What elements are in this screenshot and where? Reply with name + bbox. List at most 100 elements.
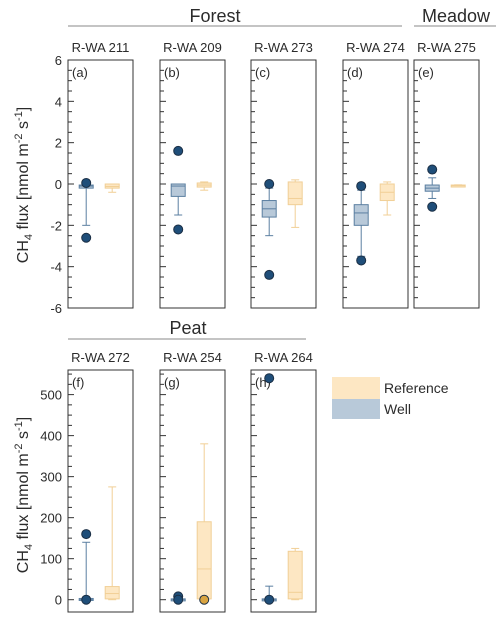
well-outlier-point xyxy=(173,145,184,156)
legend-well-label: Well xyxy=(384,401,411,417)
y-tick-label: 4 xyxy=(55,94,62,109)
panel-g: R-WA 254 (g) xyxy=(159,350,226,613)
panel-tag: (b) xyxy=(164,65,180,80)
y-axis-title-top-sup2: -1 xyxy=(13,111,25,121)
y-tick-label: 0 xyxy=(55,593,62,608)
y-tick-label: 200 xyxy=(40,511,62,526)
panel-site-label: R-WA 275 xyxy=(417,40,476,55)
panel-site-label: R-WA 209 xyxy=(163,40,222,55)
well-outlier-point xyxy=(81,232,92,243)
y-tick-label: 400 xyxy=(40,429,62,444)
legend-reference-label: Reference xyxy=(384,380,449,396)
ref-box-e xyxy=(450,184,466,188)
well-outlier-point xyxy=(356,181,367,192)
ref-box-f xyxy=(104,486,120,601)
panel-site-label: R-WA 211 xyxy=(72,40,130,55)
panel-site-label: R-WA 273 xyxy=(254,40,313,55)
well-outlier-point xyxy=(264,594,275,605)
y-axis-title-bottom-sup2: -1 xyxy=(13,421,25,431)
well-outlier-point xyxy=(264,373,275,384)
well-outlier-point xyxy=(427,201,438,212)
ref-box-g xyxy=(196,443,212,605)
well-outlier-point xyxy=(173,594,184,605)
y-axis-title-bottom-sub: 4 xyxy=(23,544,35,550)
well-box-b xyxy=(170,145,186,235)
panel-site-label: R-WA 254 xyxy=(163,350,222,365)
well-box-h xyxy=(261,373,277,605)
well-outlier-point xyxy=(81,529,92,540)
y-axis-title-bottom-prefix: CH xyxy=(15,550,32,573)
well-box-d xyxy=(353,181,369,266)
ref-box-c xyxy=(287,179,303,228)
well-box-a xyxy=(78,177,94,243)
panel-site-label: R-WA 274 xyxy=(346,40,405,55)
panel-site-label: R-WA 264 xyxy=(254,350,313,365)
y-axis-title-bottom: CH4 flux [nmol m-2 s-1] xyxy=(13,417,35,573)
well-box-c xyxy=(261,179,277,280)
y-axis-title-top-sup1: -2 xyxy=(13,133,25,143)
panel-frame xyxy=(250,59,317,309)
panel-frame xyxy=(250,369,317,613)
well-outlier-point xyxy=(81,594,92,605)
well-box-e xyxy=(424,164,440,212)
ref-box-iqr xyxy=(196,521,212,600)
ref-box-h xyxy=(287,547,303,601)
panel-tag: (f) xyxy=(72,375,84,390)
y-tick-label: -2 xyxy=(50,218,62,233)
y-axis-title-top-mid: flux [nmol m xyxy=(15,143,32,234)
panel-frame xyxy=(67,59,134,309)
ref-box-iqr xyxy=(287,550,303,600)
panel-tag: (c) xyxy=(255,65,270,80)
y-axis-title-bottom-mid: flux [nmol m xyxy=(15,453,32,544)
panel-frame xyxy=(159,369,226,613)
y-tick-label: 300 xyxy=(40,470,62,485)
ref-box-iqr xyxy=(104,586,120,600)
well-outlier-point xyxy=(173,224,184,235)
panel-frame xyxy=(67,369,134,613)
well-box-iqr xyxy=(170,183,186,197)
y-tick-label: -6 xyxy=(50,301,62,316)
y-axis-title-top-sub: 4 xyxy=(23,234,35,240)
y-axis-title-top-prefix: CH xyxy=(15,240,32,263)
panel-d: R-WA 274 (d) xyxy=(342,40,409,309)
panel-b: R-WA 209 (b) xyxy=(159,40,226,309)
well-outlier-point xyxy=(427,164,438,175)
panel-tag: (a) xyxy=(72,65,88,80)
y-axis-title-bottom-sup1: -2 xyxy=(13,443,25,453)
panel-f: R-WA 272 (f) 0 100 200 300 400 500 xyxy=(40,350,134,613)
legend: Reference Well xyxy=(332,377,449,419)
well-outlier-point xyxy=(264,269,275,280)
y-tick-label: 6 xyxy=(55,53,62,68)
panel-a: R-WA 211 (a) -6 -4 -2 0 2 4 6 xyxy=(50,40,134,316)
y-tick-label: 2 xyxy=(55,136,62,151)
well-box-g xyxy=(170,591,186,605)
panel-frame xyxy=(159,59,226,309)
y-axis-title-bottom-end: ] xyxy=(15,417,32,421)
y-tick-label: 100 xyxy=(40,552,62,567)
group-label-meadow: Meadow xyxy=(422,6,491,26)
well-outlier-point xyxy=(356,255,367,266)
well-box-iqr xyxy=(353,204,369,226)
panel-e: R-WA 275 (e) xyxy=(413,40,480,309)
y-tick-label: 0 xyxy=(55,177,62,192)
group-label-peat: Peat xyxy=(169,318,206,338)
panel-frame xyxy=(342,59,409,309)
legend-reference-swatch xyxy=(332,377,380,399)
panel-tag: (g) xyxy=(164,375,180,390)
chart-panels: R-WA 211 (a) -6 -4 -2 0 2 4 6 R-WA 209 (b) R-WA 273… xyxy=(40,40,480,613)
y-axis-title-top: CH4 flux [nmol m-2 s-1] xyxy=(13,107,35,263)
well-outlier-point xyxy=(81,177,92,188)
y-axis-title-bottom-s: s xyxy=(15,431,32,443)
ref-box-iqr xyxy=(287,181,303,206)
panel-h: R-WA 264(h) xyxy=(250,350,317,613)
well-outlier-point xyxy=(264,179,275,189)
panel-site-label: R-WA 272 xyxy=(71,350,130,365)
ref-box-b xyxy=(196,181,212,191)
y-tick-label: -4 xyxy=(50,260,62,275)
panel-frame xyxy=(413,59,480,309)
ref-box-a xyxy=(104,183,120,193)
y-tick-label: 500 xyxy=(40,388,62,403)
group-label-forest: Forest xyxy=(189,6,240,26)
y-axis-title-top-s: s xyxy=(15,121,32,133)
